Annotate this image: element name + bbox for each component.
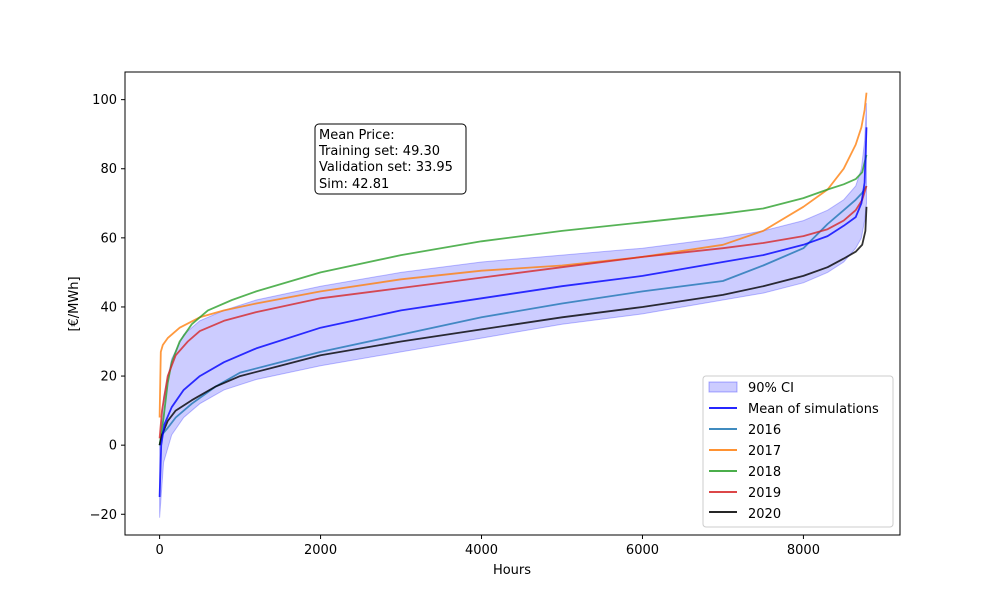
legend-label: Mean of simulations — [748, 402, 879, 417]
legend-label: 2019 — [748, 486, 781, 501]
legend-label: 2017 — [748, 444, 781, 459]
y-axis: −20 0 20 40 60 80 100 — [90, 93, 125, 523]
legend-label: 2020 — [748, 507, 781, 522]
legend: 90% CI Mean of simulations 2016 2017 201… — [702, 375, 894, 528]
series-line-2017 — [158, 92, 868, 418]
legend-frame — [702, 375, 894, 528]
plot-area — [158, 92, 868, 518]
y-tick-label: 40 — [100, 300, 117, 315]
y-tick-label: 100 — [92, 93, 117, 108]
x-tick-label: 4000 — [465, 543, 498, 558]
x-tick-label: 2000 — [304, 543, 337, 558]
y-tick-label: 20 — [100, 370, 117, 385]
series-line-2019 — [158, 185, 868, 439]
y-tick-label: 80 — [100, 162, 117, 177]
x-axis-label: Hours — [493, 563, 531, 578]
annotation-line: Training set: 49.30 — [318, 144, 440, 159]
x-tick-label: 0 — [155, 543, 163, 558]
series-line-mean-of-simulations — [158, 127, 868, 498]
x-tick-label: 8000 — [787, 543, 820, 558]
y-tick-label: 0 — [109, 439, 117, 454]
annotation-line: Validation set: 33.95 — [319, 160, 453, 175]
plot-frame — [124, 71, 901, 536]
y-axis-label: [€/MWh] — [67, 276, 82, 331]
legend-label: 90% CI — [748, 381, 794, 396]
legend-label: 2016 — [748, 423, 781, 438]
series-line-2018 — [158, 154, 868, 446]
legend-swatch-ci — [708, 381, 738, 393]
series-line-2020 — [158, 206, 868, 446]
y-tick-label: 60 — [100, 231, 117, 246]
series-line-2016 — [158, 185, 868, 446]
annotation-box: Mean Price: Training set: 49.30 Validati… — [314, 123, 467, 195]
ci-band — [159, 103, 867, 518]
annotation-line: Sim: 42.81 — [319, 177, 389, 192]
y-tick-label: −20 — [90, 508, 117, 523]
x-axis: 0 2000 4000 6000 8000 — [155, 535, 820, 558]
annotation-line: Mean Price: — [319, 128, 395, 143]
x-tick-label: 6000 — [626, 543, 659, 558]
legend-label: 2018 — [748, 465, 781, 480]
